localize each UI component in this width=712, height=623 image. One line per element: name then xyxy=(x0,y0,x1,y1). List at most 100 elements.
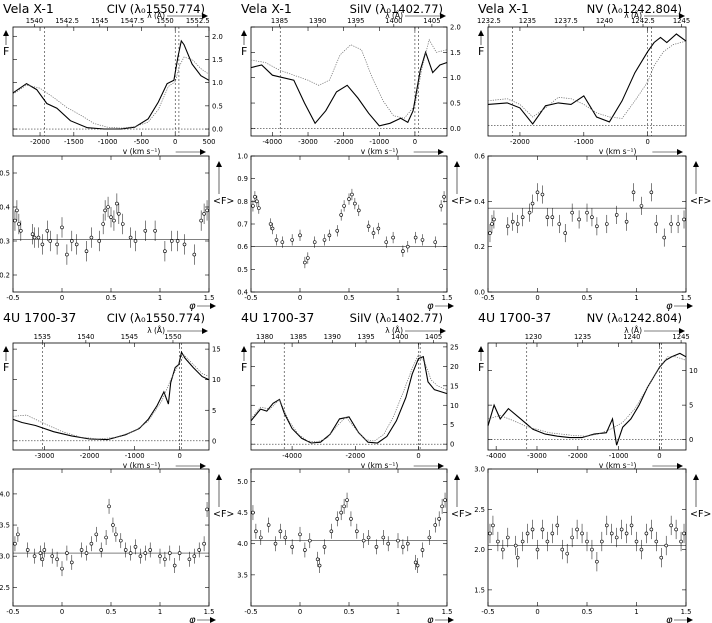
y-tick-label: 10 xyxy=(689,367,698,375)
y-tick-label: 5.0 xyxy=(237,478,248,486)
phase-point xyxy=(420,238,425,242)
flux-axis-label: F xyxy=(241,361,247,374)
phase-point xyxy=(550,531,555,536)
lambda-tick-label: 1390 xyxy=(309,17,326,25)
phase-point xyxy=(128,235,133,240)
phase-point xyxy=(65,551,69,555)
phase-point xyxy=(335,229,340,233)
phase-point xyxy=(197,548,201,552)
y-tick-label: 1.5 xyxy=(450,49,461,57)
y-tick-label: 4.0 xyxy=(237,540,248,548)
phase-point xyxy=(401,545,405,549)
phase-point xyxy=(415,563,420,568)
mean-flux-axis-label: <F> xyxy=(451,509,472,520)
y-tick-label: 25 xyxy=(450,343,459,351)
y-tick-label: 0.9 xyxy=(237,175,248,183)
phase-panel-r1c1: -0.5 0 0.5 1 1.5 3.5 4.0 4.5 5.0 <F> φ xyxy=(237,468,472,623)
lambda-tick-label: 1245 xyxy=(672,333,689,341)
phase-point xyxy=(317,563,322,568)
x-tick-label: 1.5 xyxy=(204,294,215,302)
x-tick-label: 1.5 xyxy=(442,608,453,616)
phase-point xyxy=(55,242,59,247)
phase-point xyxy=(585,210,589,215)
phase-point xyxy=(433,240,438,244)
x-tick-label: 0.5 xyxy=(106,608,117,616)
phase-point xyxy=(19,229,23,233)
y-tick-label: 0.4 xyxy=(0,204,10,212)
phase-point xyxy=(60,566,64,571)
phase-point xyxy=(649,190,654,195)
x-tick-label: -3000 xyxy=(35,452,55,460)
phase-point xyxy=(491,523,495,528)
lambda-axis-label: λ (Å) xyxy=(385,11,403,20)
phase-point xyxy=(273,541,278,546)
phase-point xyxy=(89,541,94,546)
phase-point xyxy=(42,548,47,552)
phase-point xyxy=(488,531,492,536)
y-tick-label: 3.0 xyxy=(474,466,485,474)
x-tick-label: -1000 xyxy=(98,138,118,146)
phase-point xyxy=(251,510,255,515)
x-tick-label: 0 xyxy=(173,138,177,146)
mean-flux-axis-label: <F> xyxy=(690,196,711,207)
phase-point xyxy=(205,507,209,512)
phase-point xyxy=(84,249,89,253)
phase-point xyxy=(168,551,172,555)
phase-point xyxy=(84,551,89,555)
y-tick-label: 2.0 xyxy=(474,546,485,554)
phase-point xyxy=(570,535,574,540)
phase-point xyxy=(106,205,110,209)
phase-point xyxy=(16,532,20,537)
x-tick-label: -0.5 xyxy=(481,294,494,302)
flux-axis-label: F xyxy=(3,45,9,58)
velocity-axis-label: v (km s⁻¹) xyxy=(123,147,161,156)
source-name: 4U 1700-37 xyxy=(478,310,551,325)
phase-point xyxy=(590,547,594,552)
y-tick-label: 0.5 xyxy=(450,100,461,108)
phase-point xyxy=(619,527,624,532)
phase-point xyxy=(391,235,395,240)
x-tick-label: -2000 xyxy=(30,138,50,146)
phase-point xyxy=(345,498,349,502)
phase-point xyxy=(520,539,525,544)
x-tick-label: -2000 xyxy=(345,452,365,460)
phase-point xyxy=(654,539,659,544)
phase-point xyxy=(674,527,678,532)
phase-point xyxy=(13,541,17,546)
phase-panel-r0c1: -0.5 0 0.5 1 1.5 0.4 0.5 0.6 0.7 0.8 0.9 1.0 <F> φ xyxy=(237,153,472,313)
phase-point xyxy=(278,529,283,534)
mean-flux-axis-label: <F> xyxy=(690,509,711,520)
y-tick-label: 0.5 xyxy=(237,266,248,274)
x-tick-label: 0.5 xyxy=(344,608,355,616)
phase-point xyxy=(659,555,664,560)
y-tick-label: 0 xyxy=(689,436,693,444)
phase-point xyxy=(366,535,371,540)
phase-point xyxy=(268,222,273,226)
phase-point xyxy=(654,222,659,226)
phase-point xyxy=(540,527,545,532)
profile-series-solid xyxy=(12,39,210,130)
phase-point xyxy=(376,226,381,231)
phase-point xyxy=(505,224,510,229)
y-tick-label: 1.0 xyxy=(237,153,248,161)
y-tick-label: 15 xyxy=(212,346,221,354)
phase-point xyxy=(439,204,443,208)
lambda-tick-label: 1385 xyxy=(271,17,288,25)
lambda-tick-label: 1545 xyxy=(121,333,138,341)
lambda-tick-label: 1550 xyxy=(164,333,181,341)
x-tick-label: -0.5 xyxy=(6,294,19,302)
y-tick-label: 2.0 xyxy=(450,24,461,32)
phase-point xyxy=(662,235,667,240)
lambda-tick-label: 1395 xyxy=(347,17,364,25)
phase-point xyxy=(306,256,310,260)
x-tick-label: 1.5 xyxy=(204,608,215,616)
x-tick-label: 0 xyxy=(60,608,64,616)
lambda-tick-label: 1400 xyxy=(385,17,402,25)
phase-axis-label: φ xyxy=(666,615,673,623)
x-tick-label: 0 xyxy=(298,294,302,302)
y-tick-label: 2.5 xyxy=(474,506,485,514)
x-tick-label: 0 xyxy=(535,294,539,302)
mean-flux-axis-label: <F> xyxy=(451,196,472,207)
phase-point xyxy=(40,242,45,247)
y-tick-label: 0.4 xyxy=(474,198,485,206)
